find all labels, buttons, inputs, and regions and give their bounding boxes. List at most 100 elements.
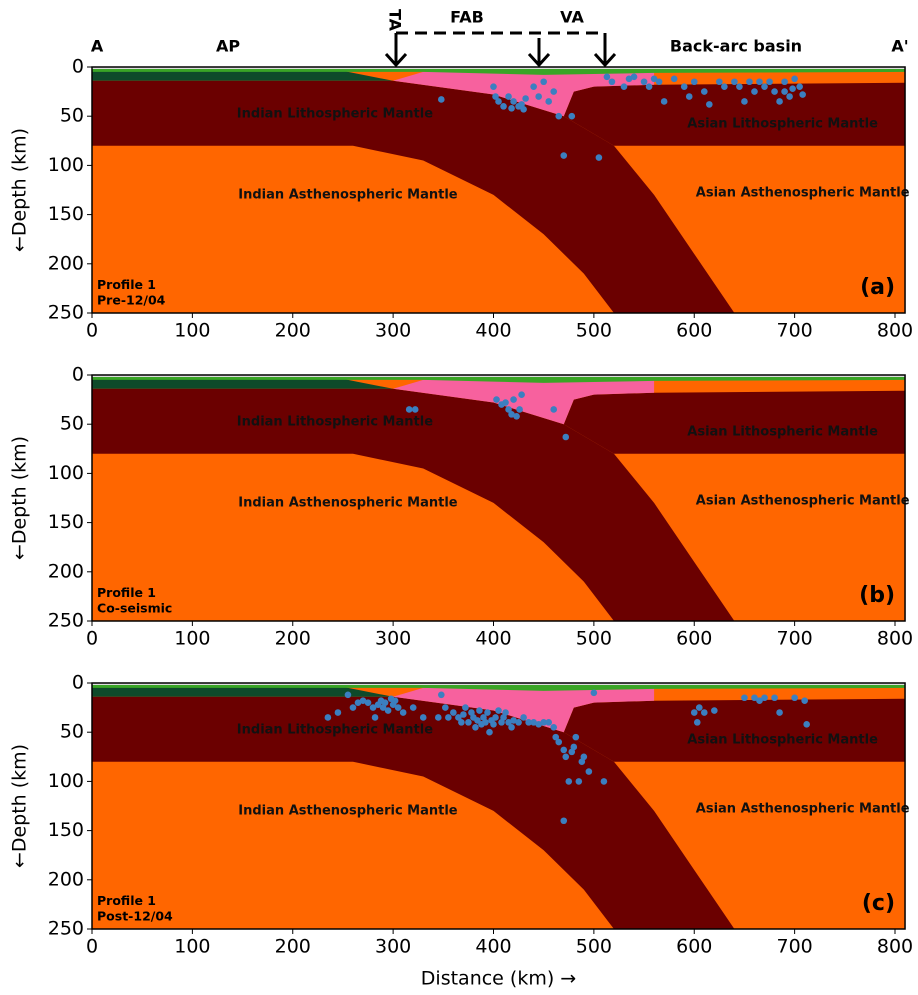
- surface: [92, 67, 906, 69]
- profile-label: Profile 1: [97, 893, 156, 908]
- earthquake: [585, 768, 593, 775]
- frame: [91, 374, 906, 622]
- earthquake: [508, 723, 515, 731]
- earthquake: [545, 719, 553, 726]
- earthquake: [595, 154, 603, 161]
- crust: [92, 375, 906, 383]
- earthquake: [354, 699, 362, 706]
- earthquake: [399, 709, 407, 716]
- x-tick-label: 500: [576, 936, 612, 958]
- earthquake: [690, 709, 698, 716]
- earthquake: [746, 78, 753, 86]
- earthquake: [552, 733, 560, 741]
- earthquake: [570, 743, 578, 751]
- region-label: Asian Asthenospheric Mantle: [696, 493, 910, 508]
- earthquake: [540, 719, 547, 726]
- earthquake: [505, 93, 512, 100]
- x-tick-label: 100: [174, 628, 210, 650]
- x-axis-label: Distance (km) →: [421, 968, 576, 990]
- earthquake: [776, 98, 783, 105]
- surface: [92, 375, 906, 377]
- x-tick-label: 0: [86, 320, 98, 342]
- earthquake: [575, 778, 583, 785]
- panel: Indian Lithospheric Mantle Asian Lithosph…: [9, 672, 914, 990]
- y-tick-label: 0: [72, 672, 84, 694]
- earthquake: [438, 96, 445, 103]
- earthquake: [492, 714, 499, 721]
- earthquake: [484, 709, 491, 716]
- period-label: Co-seismic: [97, 601, 172, 616]
- earthquake: [693, 719, 701, 726]
- earthquake: [419, 714, 427, 721]
- earthquake: [516, 406, 523, 413]
- earthquake: [455, 714, 462, 721]
- earthquake: [409, 704, 417, 711]
- section-label: A: [91, 37, 104, 56]
- x-tick-label: 100: [174, 936, 210, 958]
- y-tick-label: 250: [48, 918, 84, 940]
- earthquake: [562, 753, 570, 761]
- earthquake: [460, 711, 467, 718]
- earthquake: [505, 719, 512, 726]
- earthquake: [495, 98, 502, 105]
- crust: [92, 67, 906, 75]
- earthquake: [796, 83, 803, 90]
- earthquake: [411, 406, 419, 413]
- earthquake: [508, 411, 515, 418]
- y-tick-label: 200: [48, 560, 84, 582]
- earthquake: [685, 93, 693, 100]
- earthquake: [761, 694, 768, 702]
- y-tick-label: 0: [72, 56, 84, 78]
- earthquake: [518, 391, 525, 398]
- y-axis-label: ←Depth (km): [9, 436, 31, 560]
- earthquake: [508, 105, 515, 112]
- y-tick-label: 100: [48, 462, 84, 484]
- earthquake: [786, 93, 793, 100]
- region-label: Indian Asthenospheric Mantle: [238, 495, 458, 510]
- earthquake: [384, 707, 392, 714]
- earthquake: [565, 778, 573, 785]
- earthquake: [555, 738, 563, 746]
- earthquake: [545, 98, 553, 105]
- earthquake: [334, 709, 342, 716]
- x-tick-label: 200: [275, 628, 311, 650]
- earthquake: [603, 73, 611, 81]
- earthquake: [535, 93, 542, 100]
- earthquake: [482, 719, 489, 726]
- earthquake: [502, 399, 509, 406]
- frame: [91, 682, 906, 930]
- earthquake: [520, 714, 527, 721]
- earthquake: [620, 83, 628, 90]
- earthquake: [462, 704, 469, 711]
- region-label: Indian Asthenospheric Mantle: [238, 187, 458, 202]
- x-tick-label: 500: [576, 320, 612, 342]
- earthquake: [391, 697, 399, 705]
- earthquake: [761, 83, 768, 90]
- region-label: Asian Lithospheric Mantle: [687, 425, 878, 440]
- earthquake: [550, 88, 558, 95]
- earthquake: [766, 78, 773, 86]
- earthquake: [600, 778, 608, 785]
- earthquake: [756, 697, 763, 705]
- earthquake: [364, 699, 372, 706]
- indian-lithosphere: [92, 696, 735, 929]
- x-tick-label: 600: [676, 628, 712, 650]
- region-label: Indian Lithospheric Mantle: [237, 723, 433, 738]
- earthquake: [450, 709, 457, 716]
- earthquake: [756, 78, 763, 86]
- earthquake: [711, 707, 718, 714]
- x-tick-label: 0: [86, 628, 98, 650]
- earthquake: [476, 707, 483, 714]
- earthquake: [535, 721, 542, 728]
- earthquake: [670, 75, 678, 83]
- x-tick-label: 500: [576, 628, 612, 650]
- earthquake: [359, 697, 367, 705]
- earthquake: [560, 746, 568, 754]
- earthquake: [490, 721, 497, 728]
- earthquake: [562, 433, 570, 441]
- panel-label: (a): [860, 275, 895, 300]
- plot-area: [92, 683, 906, 929]
- earthquake: [492, 93, 499, 100]
- earthquake: [781, 78, 788, 86]
